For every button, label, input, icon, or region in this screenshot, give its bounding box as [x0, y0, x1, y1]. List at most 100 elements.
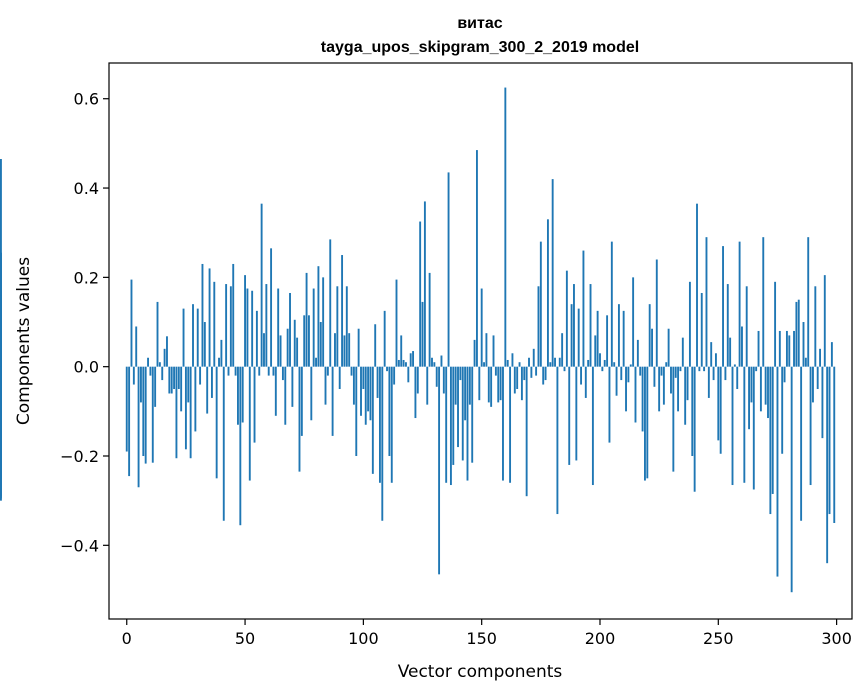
bar	[774, 281, 777, 367]
bar	[729, 337, 732, 367]
bar	[736, 366, 739, 390]
x-tick-label: 0	[122, 629, 132, 648]
bar	[374, 324, 377, 367]
bar	[826, 366, 829, 564]
bar	[698, 366, 701, 372]
bar	[658, 366, 661, 412]
bar	[239, 366, 242, 526]
bar	[161, 366, 164, 381]
bar	[291, 366, 294, 407]
bars-group	[0, 87, 836, 593]
bar	[355, 366, 358, 456]
bar	[189, 366, 192, 459]
bar	[509, 366, 512, 483]
bar	[464, 366, 467, 421]
bar	[809, 366, 812, 486]
y-tick-label: 0.4	[74, 179, 99, 198]
bar	[331, 366, 334, 436]
bar	[558, 357, 561, 367]
bar	[357, 328, 360, 367]
bar	[750, 366, 753, 403]
bar	[310, 366, 313, 421]
bar	[722, 246, 724, 367]
bar	[132, 366, 135, 385]
bar	[679, 366, 682, 372]
bar	[369, 366, 372, 421]
bar	[525, 366, 528, 497]
bar	[719, 366, 722, 454]
bar	[341, 255, 344, 367]
bar	[802, 322, 805, 367]
bar	[192, 304, 194, 367]
bar	[554, 357, 556, 367]
bar	[660, 366, 663, 376]
bar	[457, 366, 459, 448]
bar	[575, 366, 578, 461]
bar	[142, 366, 145, 456]
y-tick-label: 0.2	[74, 268, 99, 287]
bar	[804, 357, 807, 367]
bar	[788, 335, 791, 367]
bar	[468, 366, 471, 405]
bar	[551, 179, 554, 367]
bar	[587, 359, 590, 367]
bar	[629, 364, 632, 367]
bar	[329, 239, 332, 367]
bar	[563, 366, 566, 372]
bar	[743, 366, 746, 483]
bar	[546, 219, 549, 367]
bar	[0, 359, 2, 367]
bar	[615, 366, 618, 396]
bar	[795, 301, 798, 367]
bar	[405, 362, 407, 367]
bar	[776, 366, 779, 577]
bar	[274, 366, 277, 416]
bar	[648, 304, 651, 367]
bar	[220, 339, 223, 367]
bar	[229, 286, 232, 367]
bar	[303, 315, 306, 367]
y-tick-label: 0.6	[74, 90, 99, 109]
bar	[166, 336, 168, 367]
bar	[376, 366, 379, 398]
bar	[539, 241, 542, 367]
bar	[693, 366, 696, 492]
bar	[454, 366, 457, 405]
bar	[790, 366, 793, 593]
bar	[208, 268, 211, 367]
bar	[639, 366, 642, 376]
bar	[573, 284, 575, 367]
y-tick-label: −0.2	[60, 447, 99, 466]
bar	[156, 301, 159, 367]
bar	[627, 366, 630, 383]
bar	[653, 366, 656, 387]
bar	[151, 366, 154, 463]
bar	[644, 366, 646, 481]
bar	[409, 353, 412, 367]
x-tick-label: 50	[235, 629, 255, 648]
bar	[213, 281, 216, 367]
bar	[390, 366, 393, 483]
bar	[421, 301, 424, 367]
bar	[662, 366, 665, 405]
bar	[828, 366, 831, 515]
bar	[733, 364, 736, 367]
bar	[255, 310, 258, 367]
bar	[137, 366, 140, 488]
bar	[646, 366, 649, 479]
bar	[383, 310, 386, 367]
bar	[345, 286, 348, 367]
bar	[173, 366, 176, 390]
y-axis-label: Components values	[14, 257, 34, 425]
bar	[608, 366, 611, 443]
bar	[206, 366, 209, 414]
bar	[724, 366, 727, 381]
bar	[487, 366, 490, 403]
bar	[194, 366, 197, 432]
bar	[281, 366, 284, 381]
bar	[767, 366, 769, 419]
bar	[324, 366, 327, 405]
bar	[378, 366, 381, 483]
bar	[620, 366, 623, 381]
bar	[502, 366, 504, 481]
